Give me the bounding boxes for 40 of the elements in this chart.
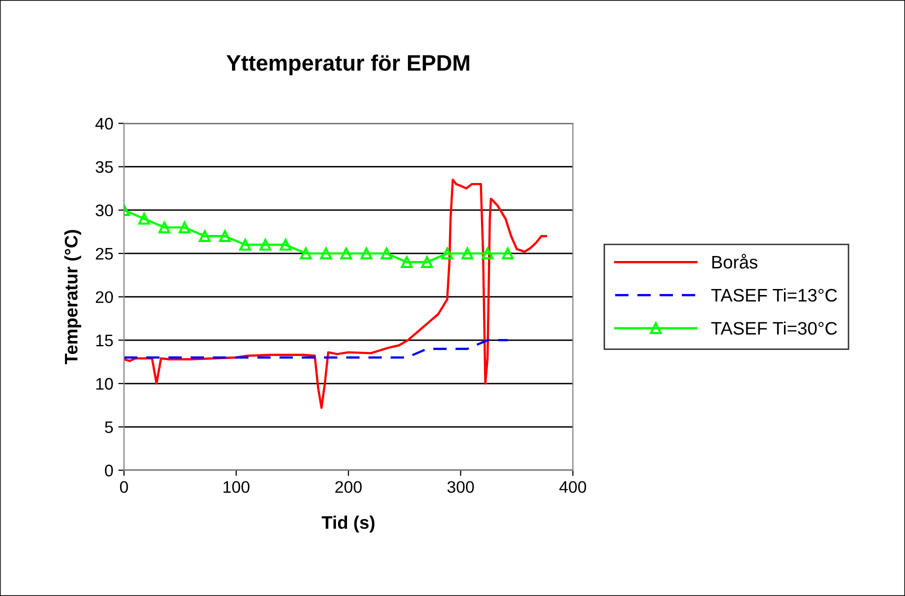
- chart-title: Yttemperatur för EPDM: [226, 54, 470, 76]
- point: [198, 230, 211, 242]
- point: [360, 248, 372, 260]
- x-tick-label: 300: [447, 481, 474, 493]
- point: [400, 256, 413, 268]
- point: [380, 248, 392, 260]
- point: [219, 230, 231, 242]
- point: [421, 256, 433, 268]
- point: [158, 222, 170, 234]
- y-tick-label: 25: [96, 248, 113, 260]
- point: [441, 248, 454, 260]
- legend-label: TASEF Ti=30°C: [711, 321, 837, 335]
- y-tick-label: 40: [95, 118, 113, 130]
- y-tick-label: 35: [96, 161, 113, 173]
- x-tick-label: 400: [559, 481, 586, 493]
- y-tick-label: 10: [96, 378, 113, 390]
- point: [280, 238, 292, 251]
- y-tick-label: 5: [104, 421, 113, 434]
- point: [461, 248, 474, 260]
- x-tick-label: 100: [224, 481, 250, 493]
- point: [138, 212, 150, 225]
- x-tick-label: 0: [120, 481, 128, 493]
- point: [259, 238, 272, 251]
- x-tick-label: 200: [335, 481, 362, 493]
- point: [502, 248, 514, 260]
- legend-label: TASEF Ti=13°C: [711, 288, 837, 302]
- point: [239, 238, 252, 251]
- y-tick-label: 15: [96, 334, 113, 346]
- point: [320, 248, 332, 260]
- legend-label: Borås: [712, 254, 758, 269]
- point: [178, 222, 190, 234]
- y-axis-title: Temperatur (°C): [64, 230, 82, 364]
- point: [482, 248, 494, 260]
- line-series: [124, 178, 548, 409]
- y-tick-label: 0: [104, 464, 113, 476]
- x-axis-title: Tid (s): [322, 516, 374, 532]
- point: [300, 248, 312, 260]
- y-tick-label: 30: [96, 204, 113, 216]
- point: [340, 248, 352, 260]
- y-tick-label: 20: [96, 291, 113, 304]
